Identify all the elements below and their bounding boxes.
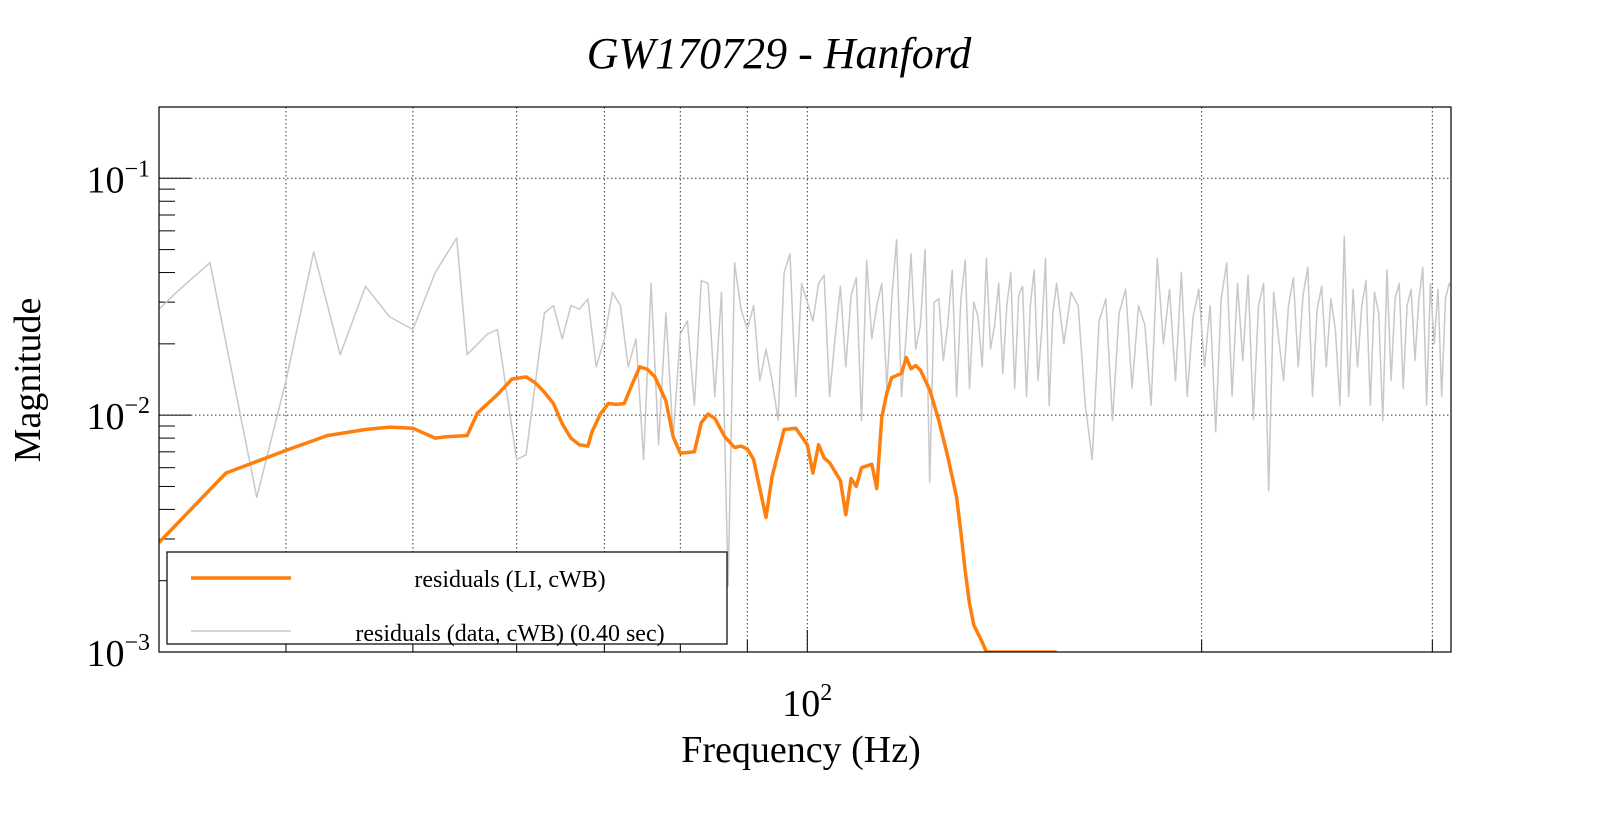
y-tick-exp: −2 [124,393,150,419]
series-line-0 [159,355,1057,652]
x-tick-base: 10 [782,683,820,725]
y-axis-label: Magnitude [7,298,49,463]
series-line-1 [159,235,1451,587]
y-tick-base: 10 [86,396,124,438]
y-tick-label: 10−1 [86,156,150,201]
x-tick-exp: 2 [820,680,832,706]
legend-box [166,551,728,645]
y-tick-base: 10 [86,159,124,201]
y-tick-exp: −3 [124,630,150,656]
legend-label-data: residuals (data, cWB) (0.40 sec) [355,621,664,647]
y-tick-label: 10−3 [86,630,150,675]
plot-frame [158,106,1452,653]
y-tick-exp: −1 [124,156,150,182]
legend: residuals (LI, cWB) residuals (data, cWB… [166,551,728,647]
y-tick-base: 10 [86,633,124,675]
legend-label-li: residuals (LI, cWB) [414,567,605,593]
series-layer [159,235,1451,652]
y-tick-label: 10−2 [86,393,150,438]
x-tick-label: 102 [782,680,832,725]
x-axis-label: Frequency (Hz) [681,729,921,771]
chart-title: GW170729 - Hanford [587,29,973,78]
